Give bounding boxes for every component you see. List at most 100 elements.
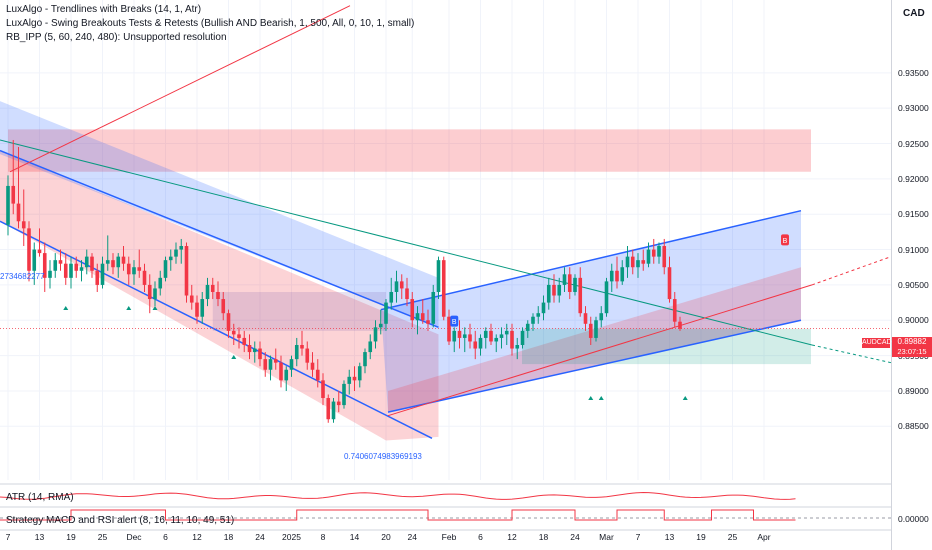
- breakout-triangle: [152, 306, 158, 310]
- time-tick: 2025: [282, 532, 301, 542]
- candle: [74, 263, 79, 271]
- candle: [16, 203, 21, 222]
- down-channel-bottom-line: [0, 220, 433, 439]
- candle: [662, 246, 667, 268]
- candle: [242, 337, 247, 346]
- candle: [420, 313, 425, 321]
- trendlines-layer: [0, 5, 892, 439]
- time-tick: 24: [570, 532, 580, 542]
- candle: [536, 313, 541, 317]
- price-tick: 0.89000: [898, 385, 929, 396]
- candle: [678, 321, 682, 329]
- candle: [646, 249, 651, 264]
- time-tick: Feb: [441, 532, 457, 542]
- candle: [184, 246, 189, 296]
- candle: [53, 260, 58, 271]
- candle: [294, 345, 299, 360]
- candle: [378, 323, 383, 328]
- sell-marker: [781, 234, 789, 246]
- candle: [58, 260, 63, 264]
- candle: [457, 330, 462, 338]
- buy-marker: [450, 315, 459, 327]
- indicator-trendlines[interactable]: LuxAlgo - Trendlines with Breaks (14, 1,…: [6, 4, 202, 15]
- candle: [405, 288, 409, 300]
- time-tick: 12: [192, 532, 202, 542]
- price-axis[interactable]: [891, 0, 932, 550]
- time-tick: 7: [5, 532, 11, 542]
- candle: [441, 260, 446, 317]
- candle: [630, 256, 635, 268]
- candle: [567, 274, 572, 292]
- candle: [478, 337, 483, 349]
- candle: [531, 316, 535, 324]
- indicator-swing-breakouts[interactable]: LuxAlgo - Swing Breakouts Tests & Retest…: [6, 18, 415, 29]
- trendline-red-upper: [9, 5, 351, 173]
- time-tick: 13: [34, 532, 45, 542]
- time-tick: 19: [66, 532, 76, 542]
- candle: [179, 246, 184, 250]
- candle: [636, 260, 640, 268]
- subpanes-layer: [0, 483, 891, 531]
- candle: [599, 313, 604, 321]
- candle: [84, 256, 89, 268]
- candle: [268, 359, 273, 370]
- time-tick: 24: [407, 532, 417, 542]
- breakout-triangle: [598, 396, 604, 400]
- down-channel-top-line: [0, 149, 439, 329]
- candle: [63, 263, 68, 278]
- up-channel-lower: [388, 267, 801, 413]
- candle: [137, 267, 142, 271]
- candle: [168, 256, 173, 261]
- time-tick: 6: [478, 532, 483, 542]
- candle: [357, 366, 362, 381]
- candle: [504, 330, 509, 335]
- candle: [331, 401, 336, 420]
- time-tick: 13: [664, 532, 675, 542]
- breakout-triangle: [126, 306, 132, 310]
- candle: [252, 348, 257, 353]
- candle: [562, 274, 567, 285]
- candle: [594, 320, 598, 338]
- candle: [468, 334, 472, 342]
- candle: [258, 348, 262, 360]
- time-tick: 24: [255, 532, 265, 542]
- candle: [116, 256, 121, 268]
- candle: [158, 277, 163, 289]
- candle: [221, 299, 226, 314]
- candle: [368, 341, 373, 353]
- candle: [510, 330, 514, 349]
- up-channel-top-line: [380, 209, 802, 311]
- up-channel-bottom-line: [387, 319, 802, 413]
- candle: [315, 369, 320, 381]
- candle: [300, 345, 304, 349]
- candle: [21, 221, 26, 229]
- candle: [352, 376, 357, 381]
- candle: [126, 263, 131, 275]
- candle: [231, 330, 236, 335]
- candle: [189, 295, 194, 303]
- atr-pane-label[interactable]: ATR (14, RMA): [6, 492, 74, 503]
- candle: [389, 291, 394, 303]
- candle: [132, 267, 136, 275]
- candle: [394, 281, 399, 292]
- indicator-rb-ipp[interactable]: RB_IPP (5, 60, 240, 480): Unsupported re…: [6, 32, 227, 43]
- strategy-pane-label[interactable]: Strategy MACD and RSI alert (8, 16, 11, …: [6, 515, 235, 526]
- candle: [462, 334, 467, 338]
- countdown: 23:07:15: [892, 347, 932, 357]
- candle: [289, 359, 294, 370]
- candle: [604, 281, 609, 314]
- candle: [321, 380, 325, 399]
- zones-layer: [0, 101, 811, 441]
- candle: [431, 291, 436, 324]
- symbol-badge: AUDCAD: [862, 338, 892, 348]
- candle: [363, 352, 367, 367]
- atr-line: [0, 491, 796, 500]
- candle: [342, 383, 346, 406]
- candle: [672, 299, 677, 322]
- price-tick: 0.93000: [898, 103, 929, 114]
- candle: [620, 267, 625, 282]
- up-channel-upper: [381, 210, 801, 413]
- candle: [27, 228, 31, 271]
- time-tick: 18: [538, 532, 549, 542]
